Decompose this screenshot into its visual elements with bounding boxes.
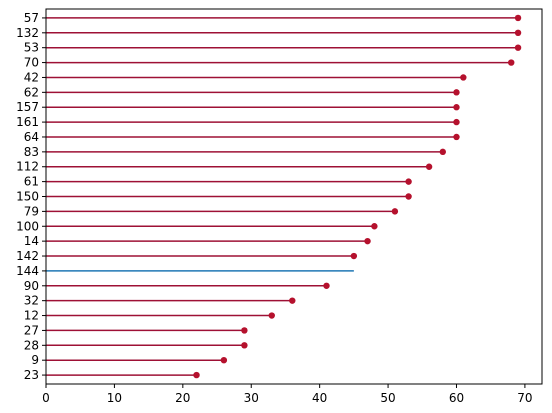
marker-42 [460,74,467,81]
marker-53 [514,44,522,51]
x-tick-label-40: 40 [312,391,327,405]
plot-area [45,8,543,385]
marker-90 [323,282,330,289]
marker-142 [350,252,358,260]
marker-79 [391,208,399,215]
marker-70 [508,59,515,66]
x-tick-label-50: 50 [380,391,395,405]
y-tick-label-79: 79 [24,204,39,218]
marker-64 [453,133,460,141]
x-tick-label-70: 70 [517,391,532,405]
marker-27 [241,327,248,334]
y-tick-label-32: 32 [24,294,39,308]
marker-61 [405,178,412,185]
y-tick-label-112: 112 [16,160,39,174]
y-tick-label-57: 57 [24,11,39,25]
x-tick-label-0: 0 [42,391,50,405]
y-tick-label-23: 23 [24,368,39,382]
marker-132 [514,29,522,37]
x-tick-label-60: 60 [449,391,464,405]
y-tick-label-83: 83 [24,145,39,159]
y-tick-label-70: 70 [24,56,39,70]
y-tick-label-132: 132 [16,26,39,40]
y-tick-label-62: 62 [24,85,39,99]
y-tick-label-53: 53 [24,41,39,55]
marker-28 [241,342,248,349]
x-tick-label-10: 10 [107,391,122,405]
marker-62 [453,89,460,96]
y-tick-label-150: 150 [16,190,39,204]
x-axis: 0 10 20 30 40 50 60 70 [42,384,533,405]
y-tick-label-12: 12 [24,309,39,323]
marker-14 [364,237,371,245]
marker-83 [439,148,446,156]
y-tick-label-42: 42 [24,70,39,84]
y-tick-label-9: 9 [31,353,39,367]
y-tick-label-157: 157 [16,100,39,114]
y-tick-label-144: 144 [16,264,39,278]
y-tick-label-142: 142 [16,249,39,263]
y-tick-label-27: 27 [24,323,39,337]
marker-9 [220,356,228,364]
marker-150 [405,193,412,200]
x-tick-label-20: 20 [175,391,190,405]
marker-32 [289,297,296,304]
y-tick-label-90: 90 [24,279,39,293]
marker-112 [425,163,433,170]
marker-157 [453,104,460,111]
marker-23 [193,371,200,379]
y-tick-label-14: 14 [24,234,39,248]
y-axis: 5713253704262157161648311261150791001414… [16,11,46,382]
marker-161 [453,118,460,126]
y-tick-label-64: 64 [24,130,39,144]
y-tick-label-100: 100 [16,219,39,233]
y-tick-label-61: 61 [24,175,39,189]
marker-12 [268,312,275,319]
y-tick-label-161: 161 [16,115,39,129]
x-tick-label-30: 30 [244,391,259,405]
marker-100 [371,223,378,230]
y-tick-label-28: 28 [24,338,39,352]
marker-57 [514,14,522,22]
